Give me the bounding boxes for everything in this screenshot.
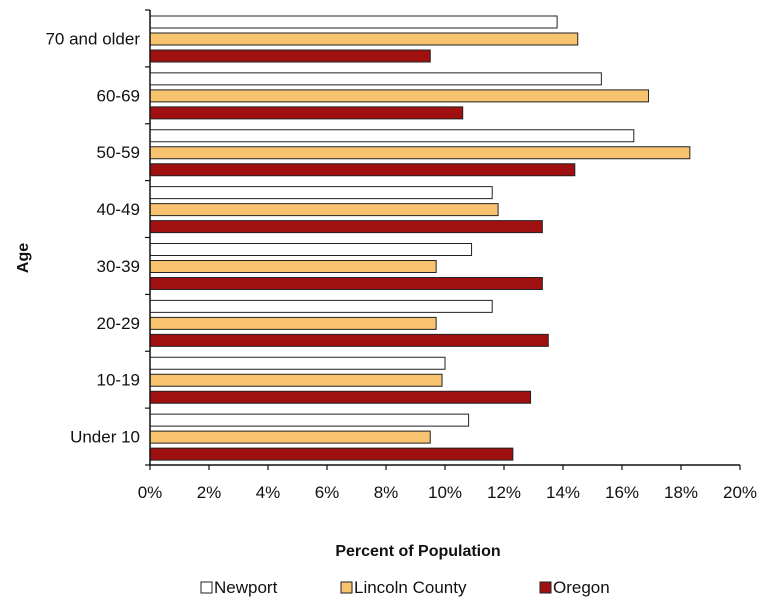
bar-newport-3 bbox=[149, 186, 493, 200]
labels-layer: 70 and older 60-69 50-59 40-49 30-39 20-29 10-… bbox=[45, 29, 757, 502]
y-axis-title: Age bbox=[15, 243, 32, 273]
x-tick-label: 8% bbox=[374, 483, 399, 502]
legend-swatch bbox=[539, 581, 552, 594]
bar-oregon-4 bbox=[149, 277, 543, 290]
bar-lincoln-county-5 bbox=[149, 316, 437, 330]
bar-newport-4 bbox=[149, 243, 473, 256]
x-axis-title: Percent of Population bbox=[335, 543, 500, 560]
legend-swatch bbox=[340, 581, 353, 594]
bar-oregon-5 bbox=[149, 333, 549, 347]
y-category-label: 20-29 bbox=[97, 314, 140, 333]
x-tick-label: 16% bbox=[605, 483, 639, 502]
bar-newport-1 bbox=[149, 72, 602, 86]
bar-newport-0 bbox=[149, 15, 558, 29]
x-tick-label: 4% bbox=[256, 483, 281, 502]
bar-newport-5 bbox=[149, 299, 493, 313]
x-tick-label: 6% bbox=[315, 483, 340, 502]
legend: Newport Lincoln County Oregon bbox=[200, 578, 610, 597]
y-category-label: 30-39 bbox=[97, 257, 140, 276]
bar-lincoln-county-2 bbox=[149, 146, 691, 160]
y-category-label: 70 and older bbox=[45, 29, 140, 48]
bar-oregon-0 bbox=[149, 49, 431, 63]
y-category-label: Under 10 bbox=[70, 428, 140, 447]
bar-oregon-3 bbox=[149, 220, 543, 234]
bar-lincoln-county-7 bbox=[149, 430, 431, 444]
bar-newport-2 bbox=[149, 129, 635, 143]
x-tick-label: 14% bbox=[546, 483, 580, 502]
x-tick-label: 0% bbox=[138, 483, 163, 502]
bar-lincoln-county-0 bbox=[149, 32, 579, 46]
x-tick-label: 12% bbox=[487, 483, 521, 502]
x-tick-label: 18% bbox=[664, 483, 698, 502]
legend-item-lincoln-county: Lincoln County bbox=[340, 578, 467, 597]
y-category-label: 50-59 bbox=[97, 143, 140, 162]
ticks-layer bbox=[145, 9, 741, 470]
bar-oregon-2 bbox=[149, 163, 576, 177]
bar-oregon-6 bbox=[149, 390, 532, 404]
legend-item-newport: Newport bbox=[200, 578, 278, 597]
bar-oregon-7 bbox=[149, 447, 514, 461]
legend-item-oregon: Oregon bbox=[539, 578, 610, 597]
legend-label: Lincoln County bbox=[354, 578, 467, 597]
x-tick-label: 20% bbox=[723, 483, 757, 502]
legend-swatch bbox=[200, 581, 213, 594]
bar-newport-7 bbox=[149, 413, 470, 427]
y-category-label: 60-69 bbox=[97, 86, 140, 105]
legend-label: Newport bbox=[214, 578, 278, 597]
bars-layer bbox=[149, 15, 691, 461]
x-tick-label: 10% bbox=[428, 483, 462, 502]
bar-lincoln-county-1 bbox=[149, 89, 650, 103]
bar-newport-6 bbox=[149, 356, 446, 370]
legend-label: Oregon bbox=[553, 578, 610, 597]
bar-lincoln-county-4 bbox=[149, 260, 437, 273]
y-category-label: 40-49 bbox=[97, 200, 140, 219]
y-category-label: 10-19 bbox=[97, 371, 140, 390]
bar-oregon-1 bbox=[149, 106, 464, 120]
x-tick-label: 2% bbox=[197, 483, 222, 502]
bar-lincoln-county-3 bbox=[149, 203, 499, 217]
bar-lincoln-county-6 bbox=[149, 373, 443, 387]
